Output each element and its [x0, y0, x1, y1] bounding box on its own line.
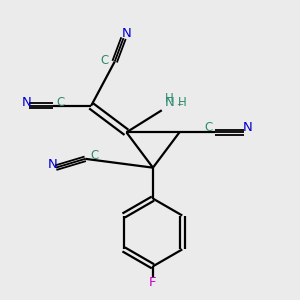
- Text: N: N: [48, 158, 58, 171]
- Text: C: C: [56, 96, 64, 110]
- Text: −: −: [176, 100, 184, 109]
- Text: H: H: [165, 92, 173, 105]
- Text: C: C: [205, 122, 213, 134]
- Text: N: N: [22, 96, 31, 110]
- Text: F: F: [149, 276, 157, 289]
- Text: N: N: [122, 27, 131, 40]
- Text: N: N: [164, 96, 174, 110]
- Text: C: C: [100, 54, 109, 67]
- Text: N: N: [242, 122, 252, 134]
- Text: C: C: [90, 149, 98, 162]
- Text: H: H: [177, 96, 186, 110]
